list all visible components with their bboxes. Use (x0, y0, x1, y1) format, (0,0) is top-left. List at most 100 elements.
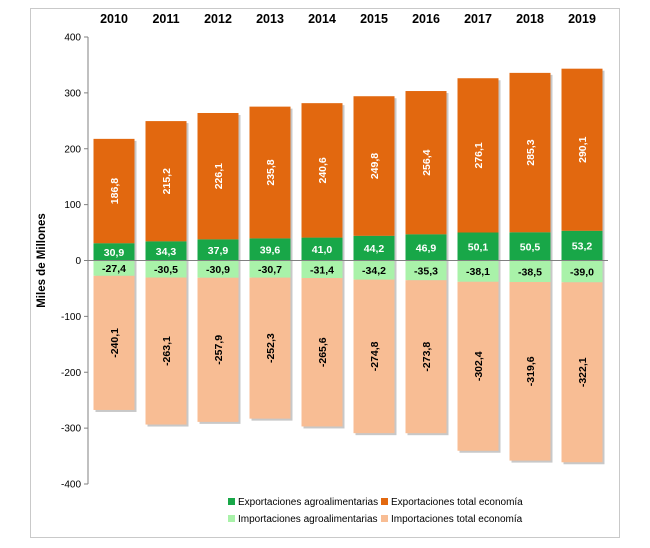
y-tick-label: -200 (61, 368, 81, 379)
bar-importaciones-agroalimentarias (509, 260, 551, 283)
bar-importaciones-total-economia (457, 281, 499, 451)
data-label: -274,8 (369, 341, 381, 371)
legend-entry: Exportaciones agroalimentarias (238, 497, 378, 508)
data-label: 276,1 (473, 142, 485, 168)
legend-entry: Importaciones agroalimentarias (238, 514, 378, 525)
data-label: -263,1 (161, 336, 173, 366)
legend-swatch (228, 515, 235, 522)
legend-entry: Importaciones total economía (391, 514, 523, 525)
bar-exportaciones-total-economia (93, 138, 135, 244)
data-label: 41,0 (312, 244, 333, 256)
category-label: 2016 (412, 12, 440, 26)
bar-exportaciones-agroalimentarias (353, 235, 395, 261)
data-label: 256,4 (421, 149, 433, 175)
data-label: 30,9 (104, 247, 125, 259)
data-label: 285,3 (525, 139, 537, 165)
data-label: 34,3 (156, 246, 177, 258)
bar-exportaciones-agroalimentarias (93, 243, 135, 261)
legend-swatch (381, 515, 388, 522)
data-label: -30,7 (258, 264, 282, 276)
bar-exportaciones-agroalimentarias (301, 237, 343, 261)
category-label: 2017 (464, 12, 492, 26)
bar-importaciones-total-economia (301, 278, 343, 427)
bar-importaciones-agroalimentarias (353, 260, 395, 280)
legend-swatch (381, 498, 388, 505)
data-label: 226,1 (213, 163, 225, 189)
y-tick-label: -100 (61, 312, 81, 323)
category-label: 2013 (256, 12, 284, 26)
bar-importaciones-agroalimentarias (405, 260, 447, 281)
bar-importaciones-total-economia (561, 282, 603, 463)
data-label: -257,9 (213, 335, 225, 365)
category-label: 2014 (308, 12, 336, 26)
data-label: -302,4 (473, 351, 485, 381)
bar-importaciones-agroalimentarias (457, 260, 499, 282)
bar-exportaciones-total-economia (145, 121, 187, 242)
data-label: -252,3 (265, 333, 277, 363)
bar-exportaciones-total-economia (405, 91, 447, 235)
bar-importaciones-total-economia (405, 280, 447, 434)
data-label: -34,2 (362, 265, 386, 277)
y-tick-label: 100 (64, 200, 81, 211)
bar-exportaciones-agroalimentarias (509, 232, 551, 261)
bar-importaciones-total-economia (249, 277, 291, 419)
y-axis-title: Miles de Millones (36, 213, 48, 308)
y-tick-label: 200 (64, 144, 81, 155)
bar-importaciones-total-economia (353, 279, 395, 434)
data-label: 50,5 (520, 241, 541, 253)
y-tick-label: -400 (61, 480, 81, 491)
bar-exportaciones-agroalimentarias (145, 241, 187, 261)
data-label: -319,6 (525, 356, 537, 386)
data-label: 290,1 (577, 136, 589, 162)
category-label: 2011 (152, 12, 179, 26)
category-label: 2019 (568, 12, 596, 26)
data-label: 37,9 (208, 245, 229, 257)
data-label: 46,9 (416, 242, 437, 254)
y-tick-label: -300 (61, 424, 81, 435)
y-tick-label: 0 (75, 256, 81, 267)
data-label: 215,2 (161, 168, 173, 194)
bar-exportaciones-total-economia (249, 106, 291, 239)
bar-exportaciones-total-economia (561, 68, 603, 231)
data-label: 186,8 (109, 178, 121, 204)
category-label: 2010 (100, 12, 128, 26)
bar-exportaciones-agroalimentarias (457, 232, 499, 261)
bar-importaciones-total-economia (93, 275, 135, 410)
data-label: -38,5 (518, 266, 542, 278)
data-label: 235,8 (265, 159, 277, 185)
data-label: 44,2 (364, 243, 385, 255)
data-label: -38,1 (466, 266, 490, 278)
bar-importaciones-total-economia (509, 282, 551, 461)
bar-exportaciones-agroalimentarias (197, 239, 239, 261)
legend-swatch (228, 498, 235, 505)
category-label: 2012 (204, 12, 232, 26)
bar-exportaciones-total-economia (301, 103, 343, 238)
bar-exportaciones-total-economia (353, 96, 395, 236)
data-label: -265,6 (317, 337, 329, 367)
data-label: -273,8 (421, 342, 433, 372)
bar-exportaciones-agroalimentarias (561, 230, 603, 261)
data-label: -27,4 (102, 263, 126, 275)
data-label: -31,4 (310, 264, 334, 276)
data-label: -39,0 (570, 266, 594, 278)
bar-importaciones-agroalimentarias (249, 260, 291, 278)
y-tick-label: 300 (64, 88, 81, 99)
bar-importaciones-total-economia (145, 277, 187, 425)
data-label: 50,1 (468, 242, 489, 254)
bar-importaciones-agroalimentarias (93, 260, 135, 276)
bar-importaciones-total-economia (197, 277, 239, 422)
data-label: 249,8 (369, 153, 381, 179)
bar-importaciones-agroalimentarias (197, 260, 239, 278)
legend-entry: Exportaciones total economía (391, 497, 523, 508)
category-label: 2015 (360, 12, 388, 26)
bar-exportaciones-agroalimentarias (405, 234, 447, 261)
bar-importaciones-agroalimentarias (145, 260, 187, 278)
bar-exportaciones-total-economia (509, 72, 551, 233)
data-label: -35,3 (414, 265, 438, 277)
y-tick-label: 400 (64, 33, 81, 44)
data-label: -240,1 (109, 328, 121, 358)
bar-importaciones-agroalimentarias (301, 260, 343, 279)
bar-exportaciones-agroalimentarias (249, 238, 291, 261)
data-label: -322,1 (577, 357, 589, 387)
